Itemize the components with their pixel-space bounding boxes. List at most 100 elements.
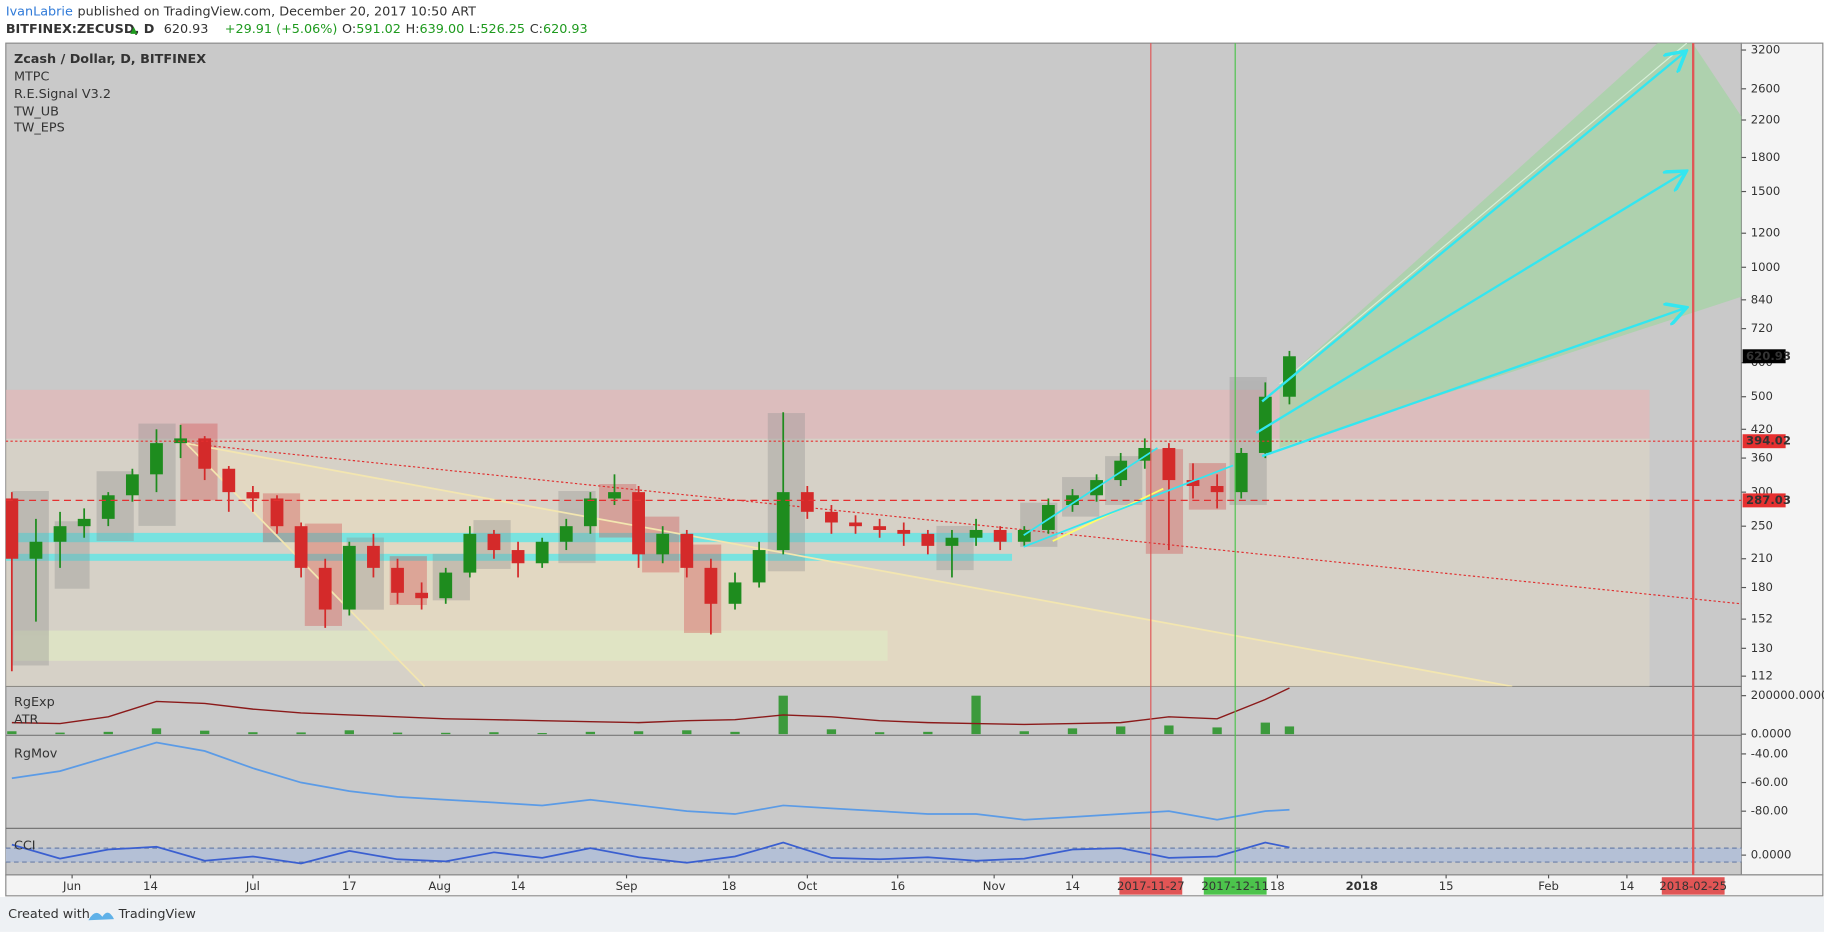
candle-body [1258,396,1272,453]
panel-title: CCI [14,838,36,853]
candle-body [222,468,236,493]
candle-body [825,511,838,523]
study: R.E.Signal V3.2 [14,87,111,102]
x-tick-label: 14 [143,879,158,893]
candle-body [125,474,139,496]
candle-body [77,518,91,527]
axes: 1121301521802102503003604205006007208401… [62,43,1824,895]
study: TW_EPS [13,121,65,136]
y-tick-label: 250 [1751,519,1773,533]
change: +29.91 (+5.06%) [225,22,338,37]
y-tick-label: 1200 [1751,226,1781,240]
support-band [5,532,1013,543]
author[interactable]: IvanLabrie [6,4,73,19]
candle-body [1066,495,1079,506]
x-tick-label: Oct [797,879,818,893]
y-tick-label: 112 [1751,669,1773,683]
study: MTPC [14,69,50,84]
volume-bar [1284,726,1295,735]
y-tick-label: 840 [1751,292,1773,306]
price-label-bg [1742,434,1786,449]
candle-body [198,438,212,469]
volume-bar [874,732,885,735]
candle-body [1234,452,1248,493]
y-tick-label: 2200 [1751,113,1781,127]
last-price-label: 620.93 [1746,349,1791,363]
x-tick-label: Jul [245,879,260,893]
h-value: 639.00 [420,22,465,37]
logo[interactable] [88,912,114,921]
support-band [5,553,1013,561]
candle-body [728,582,742,604]
volume-bar [633,731,644,735]
candle-body [1162,447,1176,481]
channel-line [1023,464,1234,548]
band [5,848,1742,863]
candle-body [632,492,645,555]
time-axis-bg [5,874,1824,897]
volume-bar [923,731,933,735]
candle-body [150,443,163,475]
candle-body [535,541,549,564]
y-tick-label: 360 [1751,451,1773,465]
y-tick-label: -80.00 [1751,804,1788,818]
candle-body [246,492,260,499]
x-tick-label: Nov [983,879,1006,893]
price-label: 394.02 [1746,434,1791,448]
volume-bar [585,731,596,735]
volume-bar [1164,725,1174,735]
candle-body [439,572,453,599]
candle-body [704,567,718,604]
candle-body [367,545,380,568]
cone-edge [1279,43,1688,385]
volume-bar [344,730,354,735]
date-label: 2017-12-11 [1201,879,1269,893]
zone [13,630,888,661]
projection-arrow [1261,52,1684,403]
candle-body [776,492,790,551]
candle-body [5,498,19,559]
y-tick-label: 1800 [1751,150,1781,164]
volume-bar [296,732,306,735]
l-value: 526.25 [480,22,525,37]
footer-bg [0,896,1824,932]
brand[interactable]: TradingView [118,907,196,922]
volume-bar [682,730,692,735]
volume-bar [1019,731,1029,735]
volume-bar [55,732,65,735]
y-tick-label: 210 [1751,551,1773,565]
candle-body [29,541,43,559]
y-tick-label: 180 [1751,580,1773,594]
indicators [5,687,1742,865]
series-line [11,741,1290,821]
candle-body [101,495,115,519]
y-tick-label: 500 [1751,389,1773,403]
candle-body [391,567,404,593]
volume-bar [103,731,113,735]
candle-body [969,529,983,538]
channel-line [1023,447,1158,536]
h-label: H: [406,22,420,37]
volume-bar [441,732,451,735]
price-axis-bg [1740,42,1824,876]
price-label-bg [1742,493,1786,508]
y-tick-label: 152 [1751,612,1773,626]
published: published on TradingView.com, December 2… [77,4,476,19]
y-tick-label: -40.00 [1751,746,1788,760]
series-line [11,687,1290,726]
created-with: Created with [8,907,90,922]
date-label-bg [1119,877,1183,895]
candle-body [1114,460,1128,481]
x-tick-label: 17 [342,879,357,893]
volume-bar [1116,726,1126,735]
projection-arrow [1261,308,1684,458]
volume-bar [826,729,837,735]
panel-title: RgMov [14,746,58,761]
x-tick-label: Jun [62,879,81,893]
x-tick-label: 2018 [1346,879,1378,893]
date-label-bg [1661,877,1725,895]
y-tick-label: -60.00 [1751,775,1788,789]
y-tick-label: 0.0000 [1751,727,1792,741]
candle-body [583,498,597,527]
